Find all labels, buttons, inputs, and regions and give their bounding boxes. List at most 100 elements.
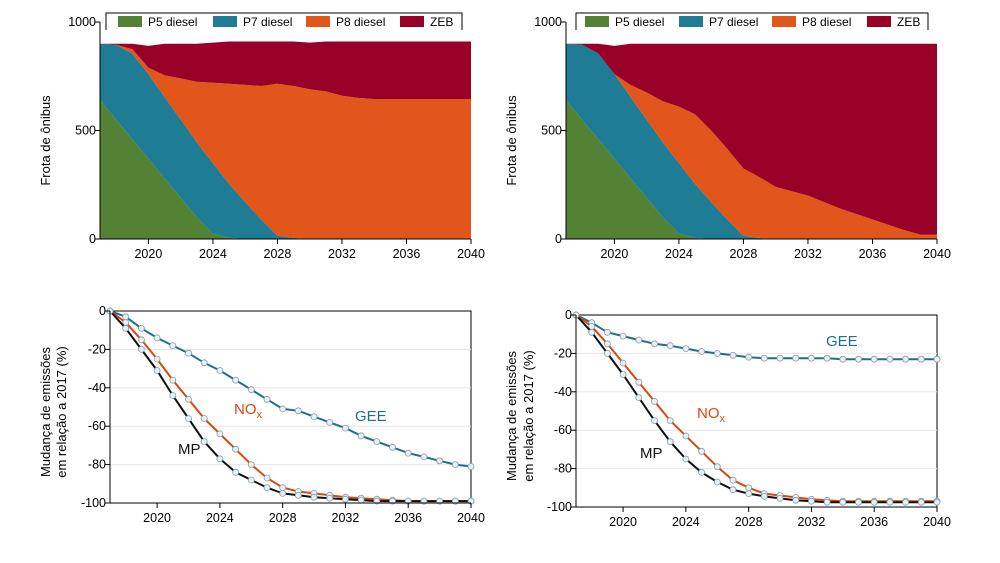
legend-label: P8 diesel [336, 15, 385, 29]
marker-mp [682, 455, 690, 463]
marker-mp [137, 345, 145, 353]
marker-nox [619, 359, 627, 367]
y-tick-label: -100 [81, 496, 106, 510]
marker-gee [216, 367, 224, 374]
legend-label: P7 diesel [243, 15, 292, 29]
marker-gee [169, 342, 177, 350]
y-tick-label: 1000 [68, 15, 96, 29]
marker-nox [200, 415, 208, 422]
y-axis-title: Frota de ônibus [504, 95, 519, 186]
y-tick-label: -80 [554, 462, 572, 476]
marker-mp [279, 489, 287, 497]
marker-mp [776, 494, 784, 502]
marker-gee [185, 349, 192, 357]
marker-mp [619, 371, 627, 378]
marker-mp [588, 328, 596, 336]
x-tick-label: 2028 [735, 515, 763, 529]
plot-frame [575, 314, 938, 508]
y-tick-label: 0 [99, 304, 106, 318]
y-tick-label: -60 [88, 419, 106, 433]
marker-nox [153, 355, 161, 363]
legend-label: ZEB [430, 15, 453, 29]
y-tick-label: -20 [88, 342, 106, 356]
marker-gee [404, 449, 412, 457]
y-axis-title-line1: Mudança de emissões [38, 346, 53, 477]
x-tick-label: 2040 [457, 511, 485, 525]
marker-gee [666, 342, 674, 350]
marker-nox [216, 430, 224, 438]
y-axis-title-line2: em relação a 2017 (%) [521, 350, 536, 482]
marker-nox [666, 417, 674, 425]
marker-mp [200, 438, 208, 446]
marker-mp [729, 486, 737, 494]
area-p5-diesel [566, 100, 937, 239]
panel-emissions-zeb: 0 -20 -40 -60 -80 -100 2020 2024 2028 2032 2036 204… [504, 308, 951, 529]
marker-nox [232, 445, 240, 453]
marker-mp [263, 484, 271, 492]
legend-swatch [306, 16, 330, 27]
x-tick-label: 2036 [394, 511, 422, 525]
marker-mp [839, 498, 847, 506]
marker-gee [451, 461, 459, 469]
legend-label: P5 diesel [615, 15, 664, 29]
marker-mp [341, 495, 349, 503]
legend-label: ZEB [897, 15, 920, 29]
x-tick-label: 2036 [860, 515, 888, 529]
marker-nox [604, 340, 611, 348]
y-tick-label: -80 [88, 458, 106, 472]
y-tick-label: -20 [554, 346, 572, 360]
y-tick-label: 0 [89, 232, 96, 246]
series-label-mp: MP [640, 445, 663, 462]
area-p7-diesel [100, 43, 471, 240]
marker-mp [357, 496, 365, 504]
marker-mp [745, 490, 753, 498]
x-tick-label: 2020 [600, 247, 628, 261]
marker-mp [153, 367, 161, 374]
legend-swatch [213, 16, 237, 27]
marker-gee [153, 334, 161, 342]
marker-gee [792, 354, 800, 362]
marker-gee [357, 432, 365, 440]
marker-mp [760, 492, 768, 500]
y-tick-label: 1000 [534, 15, 562, 29]
x-tick-label: 2024 [672, 515, 700, 529]
marker-mp [666, 438, 674, 446]
marker-gee [310, 413, 318, 421]
x-tick-label: 2040 [923, 515, 951, 529]
x-tick-label: 2028 [264, 247, 292, 261]
marker-gee [436, 457, 444, 465]
marker-mp [185, 415, 192, 422]
panel-emissions-baseline: 0 -20 -40 -60 -80 -100 2020 2024 2028 2032 2036 204… [38, 304, 485, 525]
x-tick-label: 2032 [794, 247, 822, 261]
series-label-nox: NOx [234, 401, 263, 421]
legend-swatch [118, 16, 142, 27]
marker-mp [232, 468, 240, 476]
legend-box [105, 12, 463, 30]
y-tick-label: 0 [555, 232, 562, 246]
series-label-nox-base: NO [234, 401, 257, 418]
marker-mp [792, 496, 800, 504]
marker-nox [137, 336, 145, 344]
marker-gee [917, 355, 925, 363]
x-tick-label: 2032 [332, 511, 360, 525]
marker-mp [310, 493, 318, 501]
y-tick-label: 500 [75, 124, 96, 138]
marker-nox [713, 463, 721, 471]
marker-gee [839, 355, 847, 363]
marker-nox [682, 432, 690, 440]
y-tick-label: -40 [554, 385, 572, 399]
x-tick-label: 2020 [134, 247, 162, 261]
y-tick-label: -60 [554, 423, 572, 437]
x-tick-label: 2028 [269, 511, 297, 525]
marker-gee [467, 463, 475, 470]
plot-frame [109, 310, 472, 504]
legend-swatch [585, 16, 609, 27]
marker-mp [902, 498, 909, 506]
area-zeb [100, 41, 471, 99]
legend-label: P5 diesel [148, 15, 197, 29]
x-tick-label: 2024 [206, 511, 234, 525]
marker-gee [341, 424, 349, 432]
marker-mp [698, 468, 705, 476]
y-tick-label: -40 [88, 381, 106, 395]
